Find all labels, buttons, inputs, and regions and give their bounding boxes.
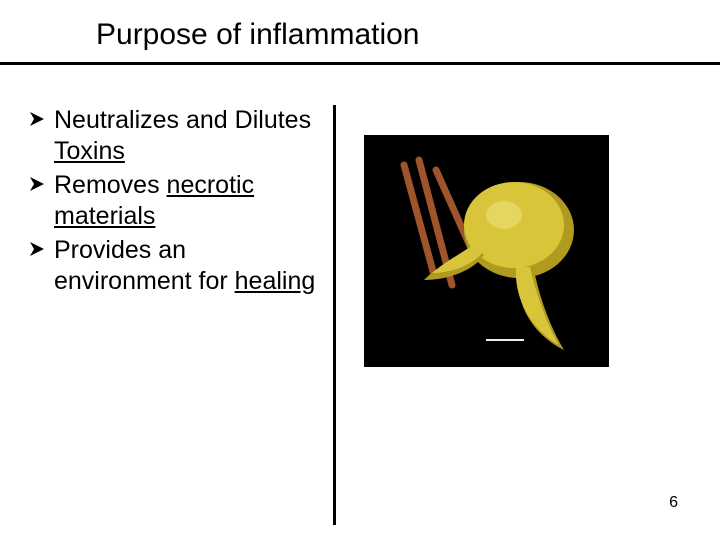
bullet-text: Provides an environment for healing <box>54 235 325 296</box>
bullet-arrow-icon <box>30 242 44 256</box>
bullet-pre: Provides an environment for <box>54 236 235 295</box>
slide-title: Purpose of inflammation <box>96 18 720 52</box>
micrograph-image <box>364 135 609 367</box>
bullet-text: Neutralizes and Dilutes Toxins <box>54 105 325 166</box>
bullet-underlined: healing <box>235 267 316 295</box>
phagocyte-illustration-icon <box>364 135 609 367</box>
bullet-arrow-icon <box>30 177 44 191</box>
bullet-list: Neutralizes and Dilutes Toxins Removes n… <box>30 105 325 300</box>
title-area: Purpose of inflammation <box>0 0 720 52</box>
content-area: Neutralizes and Dilutes Toxins Removes n… <box>0 65 720 525</box>
list-item: Removes necrotic materials <box>30 170 325 231</box>
slide: Purpose of inflammation Neutralizes and … <box>0 0 720 540</box>
page-number: 6 <box>669 494 678 512</box>
list-item: Provides an environment for healing <box>30 235 325 296</box>
bullet-underlined: Toxins <box>54 137 125 165</box>
bullet-pre: Neutralizes and Dilutes <box>54 106 311 134</box>
list-item: Neutralizes and Dilutes Toxins <box>30 105 325 166</box>
vertical-divider <box>333 105 336 525</box>
bullet-pre: Removes <box>54 171 167 199</box>
bullet-arrow-icon <box>30 112 44 126</box>
bullet-text: Removes necrotic materials <box>54 170 325 231</box>
